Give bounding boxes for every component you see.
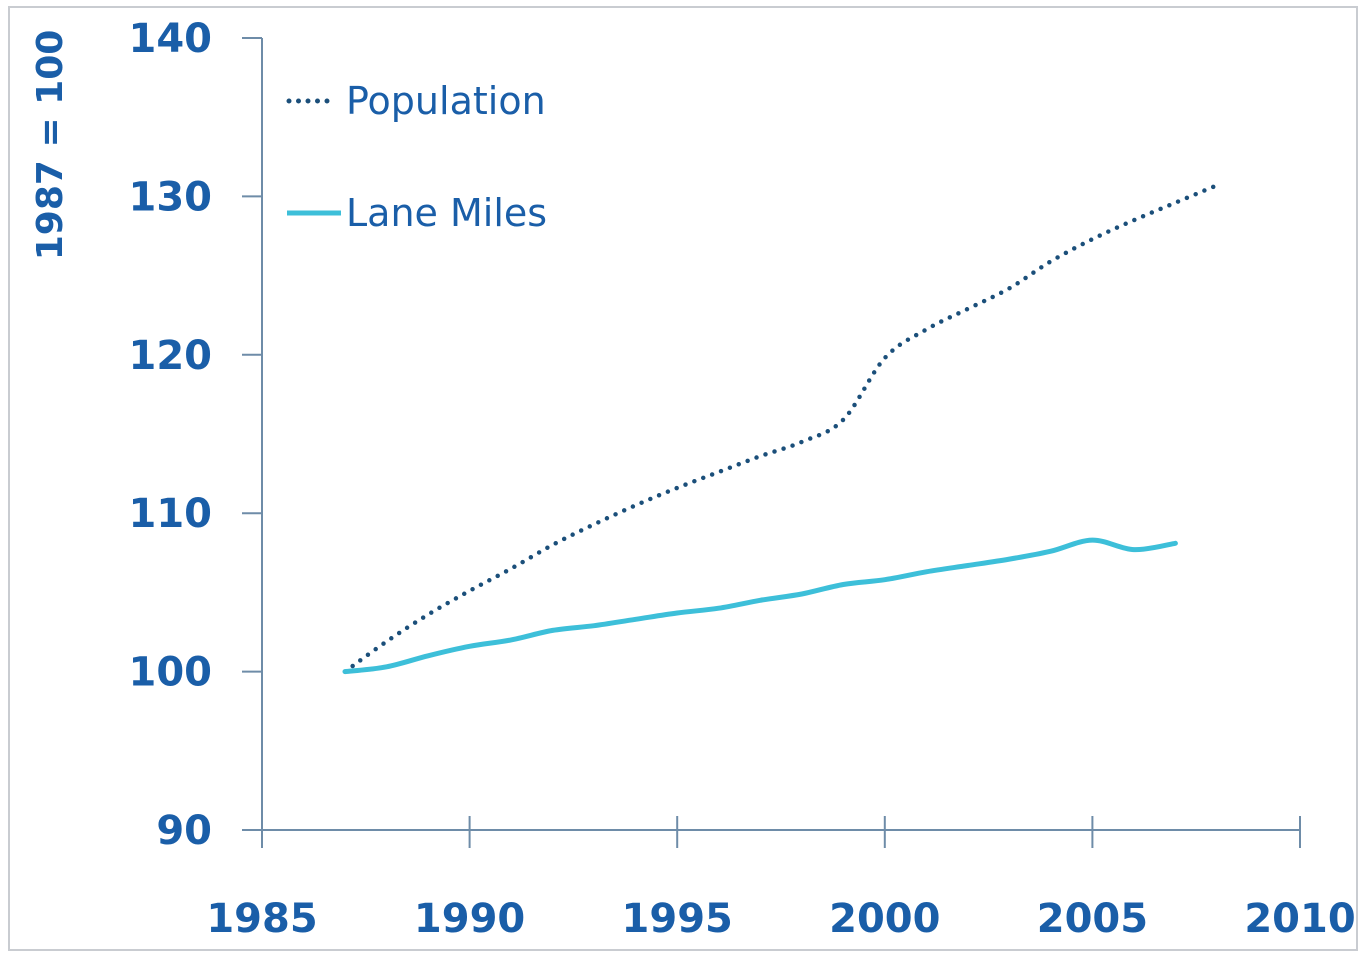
axes	[261, 38, 1300, 831]
legend-label-lane-miles: Lane Miles	[346, 191, 547, 235]
y-tick-label: 140	[129, 16, 213, 62]
series-line-lane-miles	[342, 537, 1178, 675]
y-tick-label: 110	[129, 491, 213, 537]
legend: Population Lane Miles	[286, 79, 547, 235]
x-tick-label: 2005	[1037, 896, 1148, 942]
y-tick-label: 120	[129, 333, 213, 379]
x-tick-label: 1990	[414, 896, 525, 942]
y-tick-label: 90	[156, 808, 212, 854]
series-group	[342, 183, 1220, 675]
x-tick-label: 2010	[1244, 896, 1355, 942]
x-tick-label: 1995	[622, 896, 733, 942]
y-tick-label: 130	[129, 174, 213, 220]
x-axis-ticks: 1985 1990 1995 2000 2005 2010	[206, 816, 1356, 942]
chart-frame	[8, 6, 1358, 951]
y-axis-ticks: 90 100 110 120 130 140	[129, 16, 262, 854]
legend-label-population: Population	[346, 79, 546, 123]
x-tick-label: 2000	[829, 896, 940, 942]
y-axis-label: 1987 = 100	[30, 30, 71, 261]
y-tick-label: 100	[129, 650, 213, 696]
series-line-population	[342, 183, 1220, 674]
x-tick-label: 1985	[206, 896, 317, 942]
